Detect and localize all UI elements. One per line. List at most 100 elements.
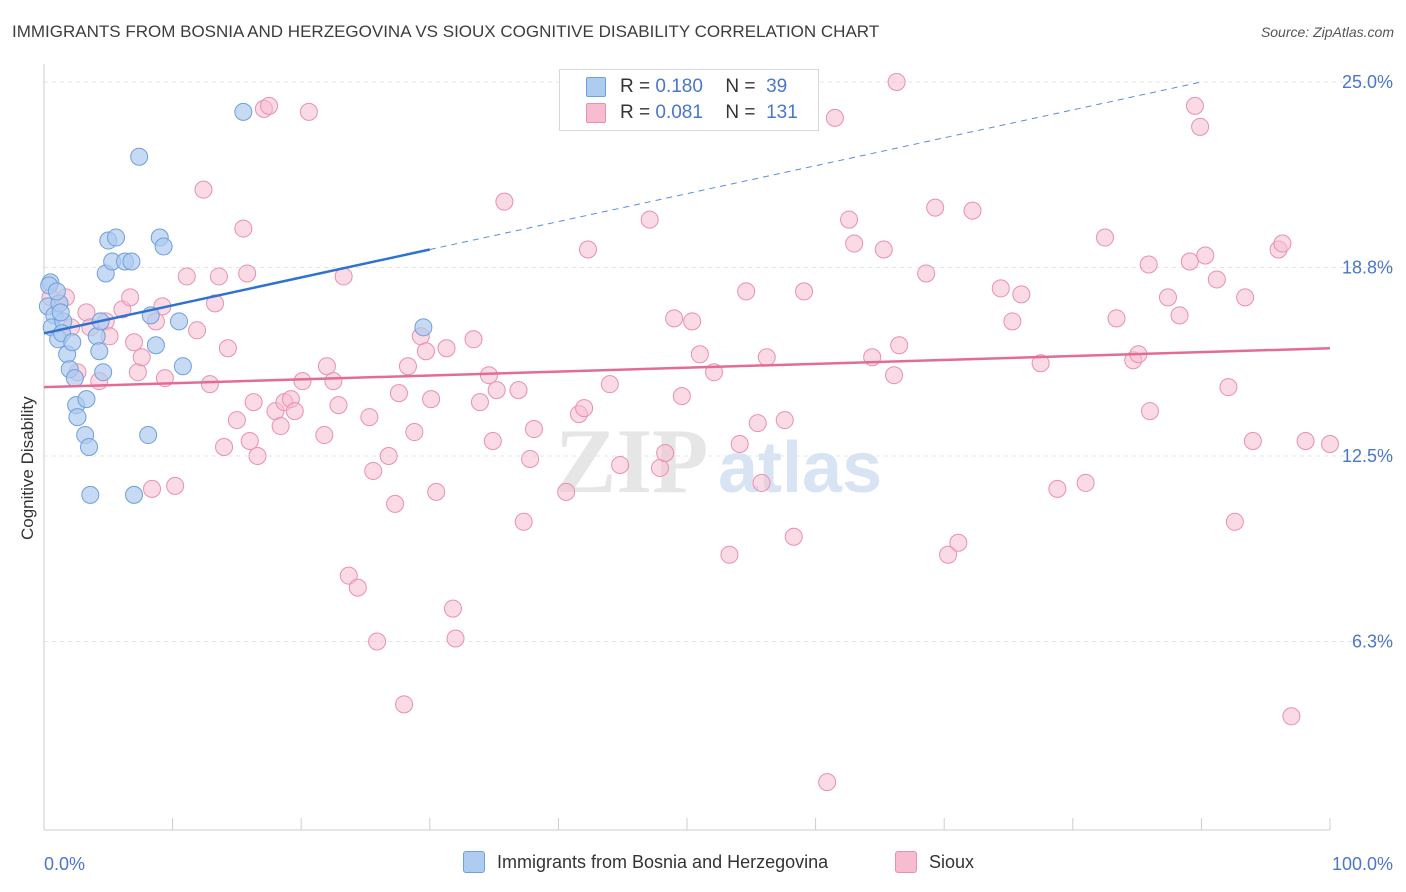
point-sioux [818, 773, 837, 792]
point-sioux [748, 414, 767, 433]
legend-n-label: N = [725, 102, 756, 123]
point-sioux [244, 393, 263, 412]
point-sioux [757, 348, 776, 367]
point-sioux [317, 357, 336, 376]
y-axis-label: Cognitive Disability [18, 396, 37, 540]
point-sioux [991, 279, 1010, 298]
point-sioux [1185, 96, 1204, 115]
point-sioux [1321, 435, 1339, 454]
series-swatch-pink [895, 851, 917, 873]
point-sioux [683, 312, 702, 331]
point-sioux [917, 264, 936, 283]
point-sioux [963, 201, 982, 220]
series-legend-bosnia: Immigrants from Bosnia and Herzegovina [463, 851, 828, 873]
point-bosnia [130, 147, 149, 166]
point-sioux [1243, 432, 1262, 451]
point-sioux [200, 375, 219, 394]
point-sioux [890, 336, 909, 355]
point-sioux [640, 210, 659, 229]
chart-title: IMMIGRANTS FROM BOSNIA AND HERZEGOVINA V… [12, 22, 880, 41]
point-sioux [1207, 270, 1226, 289]
point-sioux [240, 432, 259, 451]
point-sioux [1140, 402, 1159, 421]
point-sioux [1196, 246, 1215, 265]
point-bosnia [80, 438, 99, 456]
point-sioux [248, 446, 267, 465]
point-sioux [730, 435, 749, 454]
point-sioux [128, 363, 147, 382]
watermark-zip: ZIP [555, 410, 708, 512]
point-sioux [324, 372, 343, 391]
point-bosnia [146, 336, 165, 355]
point-sioux [188, 321, 207, 340]
legend-row-sioux: R = 0.081 N = 131 [586, 102, 798, 124]
point-sioux [600, 375, 619, 394]
point-sioux [260, 96, 279, 115]
series-legend-label: Sioux [929, 851, 975, 872]
point-sioux [825, 108, 844, 127]
point-sioux [737, 282, 756, 301]
point-sioux [752, 473, 771, 492]
point-sioux [339, 566, 358, 585]
series-legend-sioux: Sioux [895, 851, 974, 873]
point-sioux [443, 599, 462, 618]
legend-swatch-blue [586, 77, 606, 97]
point-bosnia [94, 363, 113, 382]
legend-r-label: R = [620, 76, 651, 97]
legend-r-value: 0.180 [655, 76, 703, 97]
point-sioux [650, 458, 669, 477]
point-sioux [1076, 473, 1095, 492]
point-sioux [885, 366, 904, 385]
point-sioux [1282, 707, 1301, 726]
point-bosnia [173, 357, 192, 376]
point-sioux [1225, 512, 1244, 531]
point-sioux [840, 210, 859, 229]
y-tick-label: 25.0% [1342, 72, 1393, 92]
point-sioux [1012, 285, 1031, 304]
point-sioux [1095, 228, 1114, 247]
point-sioux [665, 309, 684, 328]
trendline-sioux [43, 347, 1331, 389]
point-sioux [939, 545, 958, 564]
point-sioux [887, 72, 906, 91]
point-sioux [1139, 255, 1158, 274]
point-bosnia [122, 252, 141, 271]
series-legend: Immigrants from Bosnia and Herzegovina S… [0, 851, 1406, 877]
point-sioux [949, 533, 968, 552]
point-sioux [125, 333, 144, 352]
point-sioux [845, 234, 864, 253]
point-sioux [398, 357, 417, 376]
point-bosnia [87, 327, 106, 346]
x-tick-label: 0.0% [44, 854, 85, 874]
point-sioux [395, 695, 414, 714]
point-sioux [470, 393, 489, 412]
point-bosnia [414, 318, 433, 337]
point-sioux [1003, 312, 1022, 331]
point-sioux [464, 330, 483, 349]
point-sioux [227, 411, 246, 430]
point-sioux [1273, 234, 1292, 253]
point-sioux [315, 426, 334, 445]
point-bosnia [170, 312, 189, 331]
point-sioux [874, 240, 893, 259]
correlation-legend: R = 0.180 N = 39 R = 0.081 N = 131 [559, 69, 819, 131]
point-sioux [1296, 432, 1315, 451]
legend-r-label: R = [620, 102, 651, 123]
point-sioux [194, 180, 213, 199]
point-sioux [437, 339, 456, 358]
point-sioux [1180, 252, 1199, 271]
y-tick-label: 6.3% [1352, 631, 1393, 651]
point-sioux [509, 381, 528, 400]
point-bosnia [107, 228, 126, 247]
point-sioux [514, 512, 533, 531]
legend-n-value: 131 [766, 102, 798, 123]
y-tick-label: 18.8% [1342, 257, 1393, 277]
point-sioux [143, 479, 162, 498]
legend-n-label: N = [725, 76, 756, 97]
source-credit: Source: ZipAtlas.com [1260, 24, 1394, 40]
point-sioux [285, 402, 304, 421]
point-bosnia [47, 282, 66, 301]
point-sioux [422, 390, 441, 409]
point-sioux [215, 438, 234, 456]
point-bosnia [234, 102, 253, 121]
